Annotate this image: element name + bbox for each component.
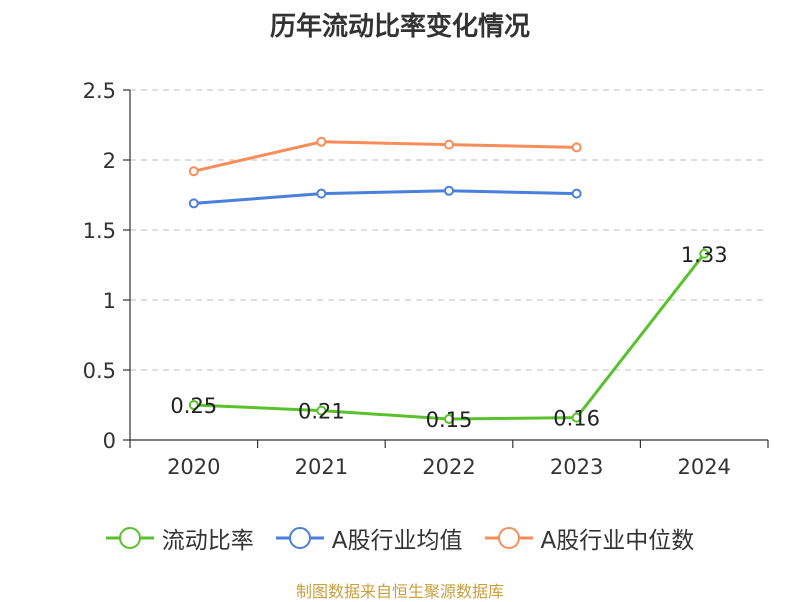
- data-point: [571, 188, 582, 199]
- series-line-1: [193, 189, 577, 205]
- x-tick-label: 2023: [550, 455, 603, 479]
- x-tick-label: 2020: [167, 455, 220, 479]
- data-point: [188, 198, 199, 209]
- legend-label: A股行业中位数: [540, 528, 695, 554]
- data-point: [188, 166, 199, 177]
- data-point: [316, 188, 327, 199]
- data-label: 0.16: [553, 407, 600, 431]
- y-tick-label: 1.5: [83, 219, 116, 243]
- data-point: [444, 139, 454, 150]
- y-tick-label: 1: [103, 289, 116, 313]
- legend-swatch: [484, 527, 533, 549]
- axes: 0 0.5 1 1.5 2 2.5 2020 2021 2022 2023 2024: [83, 79, 769, 479]
- data-point: [316, 405, 327, 416]
- legend-swatch-marker: [497, 527, 520, 549]
- legend-label: 流动比率: [161, 528, 254, 554]
- data-point: [444, 185, 454, 196]
- data-point: [316, 136, 327, 147]
- legend-item[interactable]: A股行业中位数: [484, 521, 695, 555]
- y-tick-label: 0.5: [83, 359, 116, 383]
- data-point: [571, 142, 582, 153]
- legend: 流动比率 A股行业均值 A股行业中位数: [0, 518, 800, 558]
- data-point: [571, 412, 582, 423]
- legend-swatch: [105, 527, 154, 549]
- x-tick-label: 2024: [677, 455, 730, 479]
- series-line-0: [193, 252, 706, 421]
- series-line-2: [193, 140, 577, 173]
- y-tick-label: 2.5: [83, 79, 116, 103]
- grid-lines: [130, 89, 768, 371]
- source-note: 制图数据来自恒生聚源数据库: [295, 582, 504, 601]
- y-tick-label: 2: [103, 149, 116, 173]
- x-tick-label: 2022: [422, 455, 475, 479]
- series-lines: [188, 136, 710, 424]
- legend-swatch-marker: [118, 527, 141, 549]
- legend-item[interactable]: 流动比率: [105, 521, 254, 555]
- legend-swatch-marker: [288, 527, 311, 549]
- chart-title: 历年流动比率变化情况: [269, 12, 530, 42]
- legend-item[interactable]: A股行业均值: [275, 521, 463, 555]
- x-tick-label: 2021: [295, 455, 348, 479]
- data-point: [188, 400, 199, 410]
- legend-label: A股行业均值: [331, 528, 463, 554]
- legend-swatch: [275, 527, 324, 549]
- data-label: 0.15: [426, 408, 473, 432]
- data-point: [444, 414, 454, 424]
- data-label: 0.21: [298, 400, 345, 424]
- y-tick-label: 0: [103, 429, 116, 453]
- data-point: [699, 248, 710, 259]
- data-label: 0.25: [170, 394, 217, 418]
- data-labels: 0.25 0.21 0.15 0.16 1.33: [170, 243, 727, 432]
- data-label: 1.33: [681, 243, 728, 267]
